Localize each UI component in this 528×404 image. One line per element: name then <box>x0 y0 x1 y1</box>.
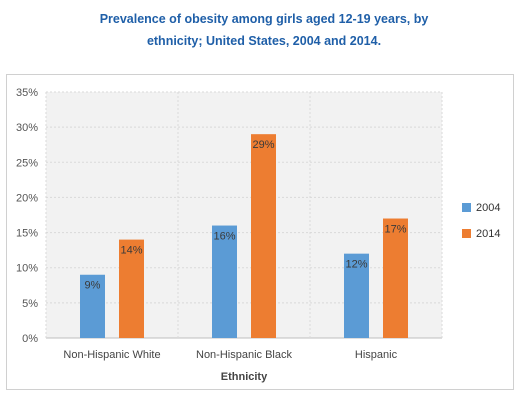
y-tick-label: 0% <box>22 333 38 345</box>
chart-frame <box>6 74 514 390</box>
chart-title: Prevalence of obesity among girls aged 1… <box>0 8 528 52</box>
bar-2004-2 <box>344 253 369 338</box>
y-tick-label: 15% <box>16 228 38 240</box>
bar-2014-2 <box>383 218 408 338</box>
chart-title-line-2: ethnicity; United States, 2004 and 2014. <box>146 34 382 48</box>
x-tick-label: Hispanic <box>355 349 398 361</box>
chart-title-line-1: Prevalence of obesity among girls aged 1… <box>99 12 429 26</box>
legend-label: 2004 <box>476 202 500 214</box>
y-tick-label: 30% <box>16 122 38 134</box>
x-tick-label: Non-Hispanic Black <box>196 349 292 361</box>
legend-label: 2014 <box>476 228 500 240</box>
data-label: 12% <box>345 259 367 271</box>
data-label: 9% <box>85 280 101 292</box>
plot-area <box>46 92 442 338</box>
x-tick-label: Non-Hispanic White <box>63 349 160 361</box>
data-label: 14% <box>120 245 142 257</box>
bar-2004-1 <box>212 225 237 338</box>
y-tick-label: 25% <box>16 157 38 169</box>
x-axis-title: Ethnicity <box>221 371 268 383</box>
data-label: 16% <box>213 231 235 243</box>
y-tick-label: 5% <box>22 298 38 310</box>
y-tick-label: 35% <box>16 87 38 99</box>
legend-swatch-2014 <box>462 229 471 238</box>
y-tick-label: 10% <box>16 263 38 275</box>
bar-2004-0 <box>80 274 105 338</box>
bar-2014-0 <box>119 239 144 338</box>
bar-2014-1 <box>251 134 276 338</box>
legend-swatch-2004 <box>462 203 471 212</box>
data-label: 29% <box>252 139 274 151</box>
data-label: 17% <box>384 224 406 236</box>
y-tick-label: 20% <box>16 192 38 204</box>
